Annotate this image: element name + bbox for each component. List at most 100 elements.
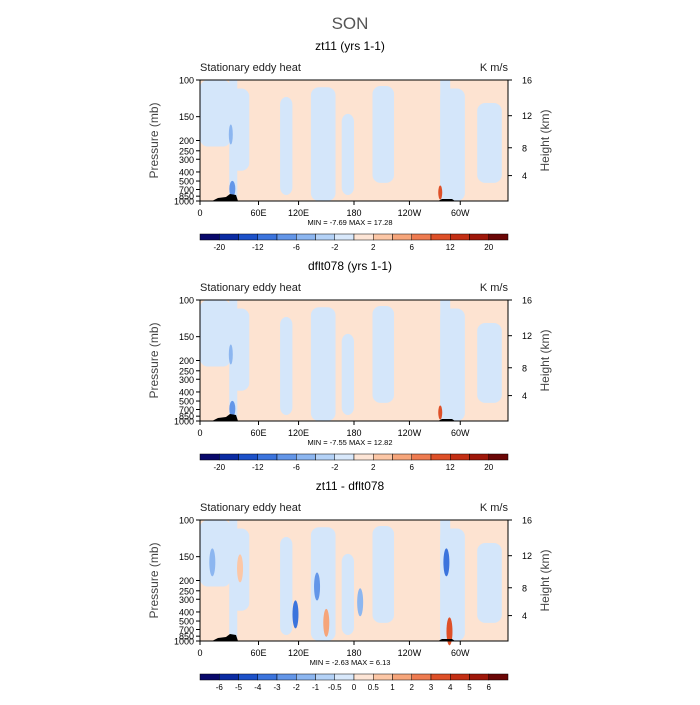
x-tick-label: 120W — [398, 208, 422, 218]
y-tick-label: 700 — [179, 405, 194, 415]
y-tick-label-right: 4 — [522, 611, 527, 621]
colorbar-swatch — [392, 233, 412, 241]
blue-region — [200, 300, 231, 367]
colorbar-swatch — [430, 453, 451, 461]
colorbar-label: -6 — [216, 683, 224, 692]
blue-band — [440, 80, 451, 201]
y-tick-label: 1000 — [174, 197, 194, 207]
anomaly — [438, 405, 443, 420]
x-tick-label: 0 — [197, 428, 202, 438]
y-tick-label-right: 16 — [522, 296, 532, 306]
colorbar-label: 2 — [371, 463, 376, 472]
colorbar-swatch — [296, 233, 316, 241]
y-axis-label: Pressure (mb) — [147, 322, 161, 398]
colorbar-swatch — [296, 453, 316, 461]
y-tick-label: 150 — [179, 112, 194, 122]
blue-region — [477, 542, 502, 623]
anomaly — [323, 608, 330, 637]
colorbar-label: 6 — [410, 463, 415, 472]
colorbar-label: 0.5 — [368, 683, 380, 692]
y-tick-label: 400 — [179, 387, 194, 397]
chart-subtitle-left: Stationary eddy heat — [200, 502, 301, 514]
colorbar-swatch — [373, 233, 393, 241]
colorbar-label: 12 — [446, 463, 455, 472]
colorbar-swatch — [257, 673, 278, 681]
y-tick-label: 100 — [179, 516, 194, 526]
y-tick-label-right: 8 — [522, 143, 527, 153]
blue-band — [440, 300, 451, 421]
x-tick-label: 120W — [398, 648, 422, 658]
chart-title: zt11 (yrs 1-1) — [315, 39, 385, 53]
colorbar-label: 5 — [467, 683, 472, 692]
y-tick-label: 300 — [179, 155, 194, 165]
colorbar-swatch — [411, 673, 432, 681]
colorbar-label: 6 — [487, 683, 492, 692]
colorbar-swatch — [469, 233, 489, 241]
y-tick-label: 300 — [179, 375, 194, 385]
chart-subtitle-left: Stationary eddy heat — [200, 62, 301, 74]
colorbar-swatch — [353, 673, 374, 681]
x-tick-label: 60W — [451, 208, 470, 218]
anomaly — [438, 185, 443, 200]
colorbar-label: -12 — [252, 463, 264, 472]
blue-region — [341, 113, 354, 195]
colorbar-label: -6 — [293, 243, 301, 252]
colorbar-label: -2 — [331, 243, 339, 252]
colorbar-swatch — [199, 453, 220, 461]
colorbar-swatch — [430, 233, 451, 241]
blue-band — [229, 520, 238, 641]
y-tick-label-right: 12 — [522, 551, 532, 561]
colorbar-swatch — [411, 453, 432, 461]
y-axis-label-right: Height (km) — [538, 329, 552, 391]
min-max-stats: MIN = -2.63 MAX = 6.13 — [310, 658, 391, 667]
colorbar-label: 4 — [448, 683, 453, 692]
colorbar-label: -20 — [213, 463, 225, 472]
colorbar-swatch — [392, 673, 412, 681]
colorbar-label: -6 — [293, 463, 301, 472]
y-axis-label: Pressure (mb) — [147, 102, 161, 178]
y-tick-label: 500 — [179, 397, 194, 407]
y-tick-label: 850 — [179, 412, 194, 422]
chart-subtitle-left: Stationary eddy heat — [200, 282, 301, 294]
x-tick-label: 60E — [251, 648, 267, 658]
chart-panel: zt11 (yrs 1-1) Stationary eddy heat K m/s 1… — [147, 39, 552, 252]
colorbar-swatch — [373, 453, 393, 461]
colorbar-swatch — [411, 233, 432, 241]
y-tick-label: 200 — [179, 356, 194, 366]
colorbar-swatch — [219, 453, 239, 461]
colorbar-swatch — [488, 453, 509, 461]
anomaly — [237, 554, 244, 583]
y-tick-label-right: 16 — [522, 516, 532, 526]
y-tick-label: 1000 — [174, 417, 194, 427]
chart-title: zt11 - dflt078 — [316, 479, 385, 493]
min-max-stats: MIN = -7.69 MAX = 17.28 — [307, 218, 392, 227]
colorbar-swatch — [257, 453, 278, 461]
blue-region — [372, 86, 395, 183]
x-tick-label: 0 — [197, 208, 202, 218]
blue-region — [310, 527, 336, 641]
min-max-stats: MIN = -7.55 MAX = 12.82 — [307, 438, 392, 447]
y-tick-label-right: 4 — [522, 171, 527, 181]
y-tick-label: 150 — [179, 552, 194, 562]
x-tick-label: 60E — [251, 208, 267, 218]
chart-subtitle-right: K m/s — [480, 282, 509, 294]
blue-region — [200, 520, 231, 587]
y-tick-label: 400 — [179, 167, 194, 177]
x-tick-label: 60W — [451, 428, 470, 438]
colorbar-label: -12 — [252, 243, 264, 252]
colorbar-swatch — [276, 453, 297, 461]
blue-region — [341, 333, 354, 415]
y-tick-label: 500 — [179, 617, 194, 627]
y-tick-label: 300 — [179, 595, 194, 605]
chart-panel: zt11 - dflt078 Stationary eddy heat K m/s 1… — [147, 479, 552, 692]
colorbar-label: 3 — [429, 683, 434, 692]
x-tick-label: 120E — [288, 428, 309, 438]
colorbar-swatch — [469, 673, 489, 681]
colorbar-label: -5 — [235, 683, 243, 692]
anomaly — [314, 572, 321, 601]
y-axis-label-right: Height (km) — [538, 549, 552, 611]
colorbar-label: 20 — [484, 243, 493, 252]
blue-region — [372, 526, 395, 623]
colorbar-label: -4 — [254, 683, 262, 692]
y-tick-label: 200 — [179, 136, 194, 146]
